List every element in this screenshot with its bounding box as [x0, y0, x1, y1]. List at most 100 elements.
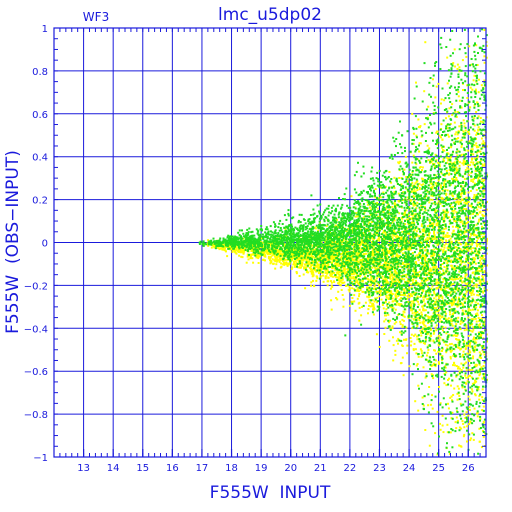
data-point — [433, 297, 436, 300]
data-point — [371, 251, 374, 254]
data-point — [412, 213, 415, 216]
data-point — [475, 338, 478, 341]
data-point — [395, 303, 398, 306]
data-point — [403, 240, 406, 243]
data-point — [459, 217, 461, 220]
data-point — [323, 262, 326, 265]
data-point — [455, 197, 458, 200]
data-point — [424, 264, 426, 267]
data-point — [468, 278, 471, 281]
data-point — [474, 262, 477, 265]
data-point — [423, 230, 426, 233]
data-point — [331, 285, 334, 288]
data-point — [477, 213, 479, 216]
data-point — [462, 222, 465, 225]
data-point — [466, 283, 468, 286]
data-point — [433, 232, 435, 235]
data-point — [481, 256, 484, 259]
data-point — [304, 257, 307, 260]
data-point — [423, 324, 426, 327]
data-point — [473, 144, 476, 147]
data-point — [453, 362, 455, 365]
data-point — [352, 277, 355, 280]
data-point — [475, 44, 478, 47]
data-point — [416, 363, 419, 365]
data-point — [460, 123, 463, 126]
data-point — [480, 137, 483, 140]
data-point — [277, 259, 280, 262]
data-point — [480, 353, 483, 356]
data-point — [409, 235, 412, 238]
data-point — [406, 263, 409, 266]
data-point — [468, 217, 471, 220]
data-point — [413, 318, 416, 321]
data-point — [436, 202, 439, 205]
data-point — [373, 287, 376, 290]
data-point — [308, 260, 311, 263]
data-point — [411, 161, 414, 164]
data-point — [428, 147, 431, 150]
data-point — [394, 216, 397, 219]
data-point — [472, 278, 475, 281]
data-point — [468, 174, 471, 177]
data-point — [356, 275, 359, 278]
data-point — [426, 278, 429, 281]
data-point — [395, 301, 398, 304]
data-point — [265, 251, 268, 254]
data-point — [393, 203, 396, 206]
data-point — [414, 313, 417, 315]
data-point — [462, 350, 465, 353]
data-point — [429, 182, 432, 184]
data-point — [426, 261, 429, 264]
data-point — [446, 161, 449, 164]
data-point — [399, 250, 402, 253]
data-point — [394, 294, 397, 297]
data-point — [443, 244, 446, 247]
data-point — [412, 216, 415, 219]
data-point — [469, 106, 472, 109]
data-point — [422, 266, 425, 269]
data-point — [478, 363, 481, 366]
data-point — [444, 326, 447, 329]
data-point — [472, 355, 475, 358]
data-point — [477, 291, 480, 294]
data-point — [471, 368, 474, 371]
data-point — [475, 188, 478, 191]
data-point — [309, 270, 312, 273]
data-point — [480, 84, 483, 87]
data-point — [397, 342, 399, 345]
data-point — [450, 264, 453, 267]
data-point — [465, 376, 468, 379]
data-point — [483, 187, 486, 190]
data-point — [453, 166, 455, 169]
data-point — [317, 267, 320, 270]
data-point — [467, 414, 470, 417]
data-point — [460, 259, 462, 262]
data-point — [404, 241, 407, 244]
data-point — [481, 303, 483, 306]
data-point — [324, 277, 327, 280]
data-point — [464, 267, 467, 270]
data-point — [341, 294, 344, 296]
data-point — [465, 361, 468, 364]
data-point — [475, 244, 478, 247]
data-point — [431, 186, 434, 189]
data-point — [430, 327, 433, 330]
data-point — [438, 317, 441, 320]
data-point — [312, 271, 315, 274]
data-point — [427, 348, 430, 351]
data-point — [353, 246, 355, 249]
data-point — [479, 323, 481, 326]
data-point — [430, 299, 433, 302]
data-point — [459, 322, 462, 325]
data-point — [430, 373, 433, 376]
data-point — [387, 321, 390, 324]
data-point — [398, 254, 401, 257]
data-point — [420, 242, 423, 244]
data-point — [364, 246, 367, 249]
data-point — [462, 305, 465, 307]
data-point — [426, 225, 429, 228]
data-point — [418, 188, 421, 191]
data-point — [458, 338, 460, 341]
data-point — [461, 249, 463, 252]
